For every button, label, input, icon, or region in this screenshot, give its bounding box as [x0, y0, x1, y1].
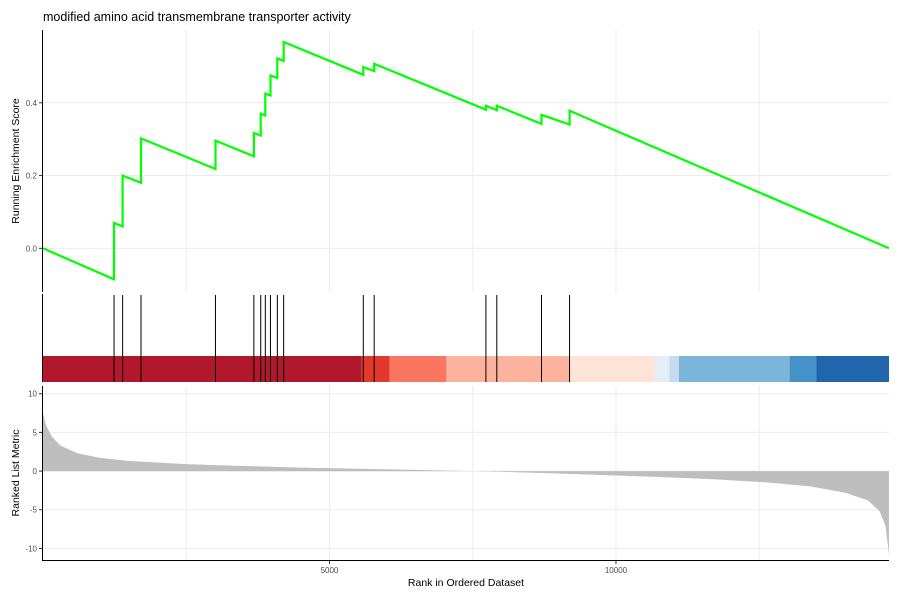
enrichment-y-tick-label: 0.4	[26, 99, 38, 108]
color-bar-segment	[669, 356, 680, 382]
enrichment-y-ticks: 0.0 0.2 0.4	[26, 99, 42, 253]
enrichment-y-tick-label: 0.2	[26, 172, 38, 181]
rank-color-bar	[43, 356, 889, 382]
chart-title: modified amino acid transmembrane transp…	[43, 10, 352, 24]
ranked-metric-y-tick-label: 0	[33, 467, 38, 476]
x-axis-title: Rank in Ordered Dataset	[408, 577, 524, 589]
x-axis-ticks: 5000 10000	[321, 561, 628, 575]
color-bar-segment	[446, 356, 569, 382]
x-tick-label: 10000	[605, 566, 628, 575]
color-bar-segment	[389, 356, 447, 382]
ranked-metric-y-tick-label: 10	[28, 390, 37, 399]
ranked-metric-area	[43, 413, 889, 555]
color-bar-segment	[654, 356, 670, 382]
enrichment-panel: 0.0 0.2 0.4 Running Enrichment Score	[10, 30, 890, 292]
ranked-metric-y-tick-label: 5	[33, 428, 38, 437]
enrichment-y-tick-label: 0.0	[26, 244, 38, 253]
ranked-metric-y-ticks: 10 5 0 -5 -10	[25, 390, 42, 553]
color-bar-segment	[568, 356, 655, 382]
hits-panel	[42, 294, 889, 382]
color-bar-segment	[789, 356, 817, 382]
ranked-metric-y-tick-label: -10	[25, 544, 37, 553]
color-bar-segment	[816, 356, 889, 382]
ranked-metric-y-tick-label: -5	[30, 506, 38, 515]
x-tick-label: 5000	[321, 566, 339, 575]
ranked-metric-y-axis-title: Ranked List Metric	[10, 430, 22, 517]
color-bar-segment	[679, 356, 790, 382]
enrichment-y-axis-title: Running Enrichment Score	[10, 98, 22, 224]
color-bar-segment	[43, 356, 362, 382]
enrichment-score-line	[42, 40, 890, 281]
color-bar-segment	[361, 356, 390, 382]
ranked-metric-panel: 10 5 0 -5 -10 5000 10000 Ranked List Metric R…	[10, 386, 889, 589]
gene-hit-markers	[113, 295, 571, 382]
enrichment-grid	[43, 30, 889, 292]
